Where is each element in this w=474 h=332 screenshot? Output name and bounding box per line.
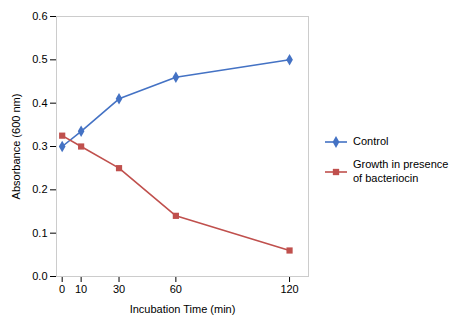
svg-text:0.5: 0.5 xyxy=(32,53,47,65)
html-text:Control: Control xyxy=(353,135,389,148)
svg-text:120: 120 xyxy=(280,283,298,295)
svg-text:0.2: 0.2 xyxy=(32,183,47,195)
svg-text:0.0: 0.0 xyxy=(32,270,47,282)
svg-text:60: 60 xyxy=(170,283,182,295)
svg-text:Incubation Time (min): Incubation Time (min) xyxy=(130,303,236,315)
svg-text:0: 0 xyxy=(59,283,65,295)
svg-text:0.4: 0.4 xyxy=(32,97,47,109)
svg-text:0.3: 0.3 xyxy=(32,140,47,152)
svg-text:30: 30 xyxy=(113,283,125,295)
svg-text:10: 10 xyxy=(75,283,87,295)
html-text:Growth in presence of bacterio: Growth in presence of bacteriocin xyxy=(353,158,449,184)
svg-text:Absorbance (600 nm): Absorbance (600 nm) xyxy=(10,94,22,200)
svg-text:0.6: 0.6 xyxy=(32,10,47,22)
svg-text:0.1: 0.1 xyxy=(32,227,47,239)
